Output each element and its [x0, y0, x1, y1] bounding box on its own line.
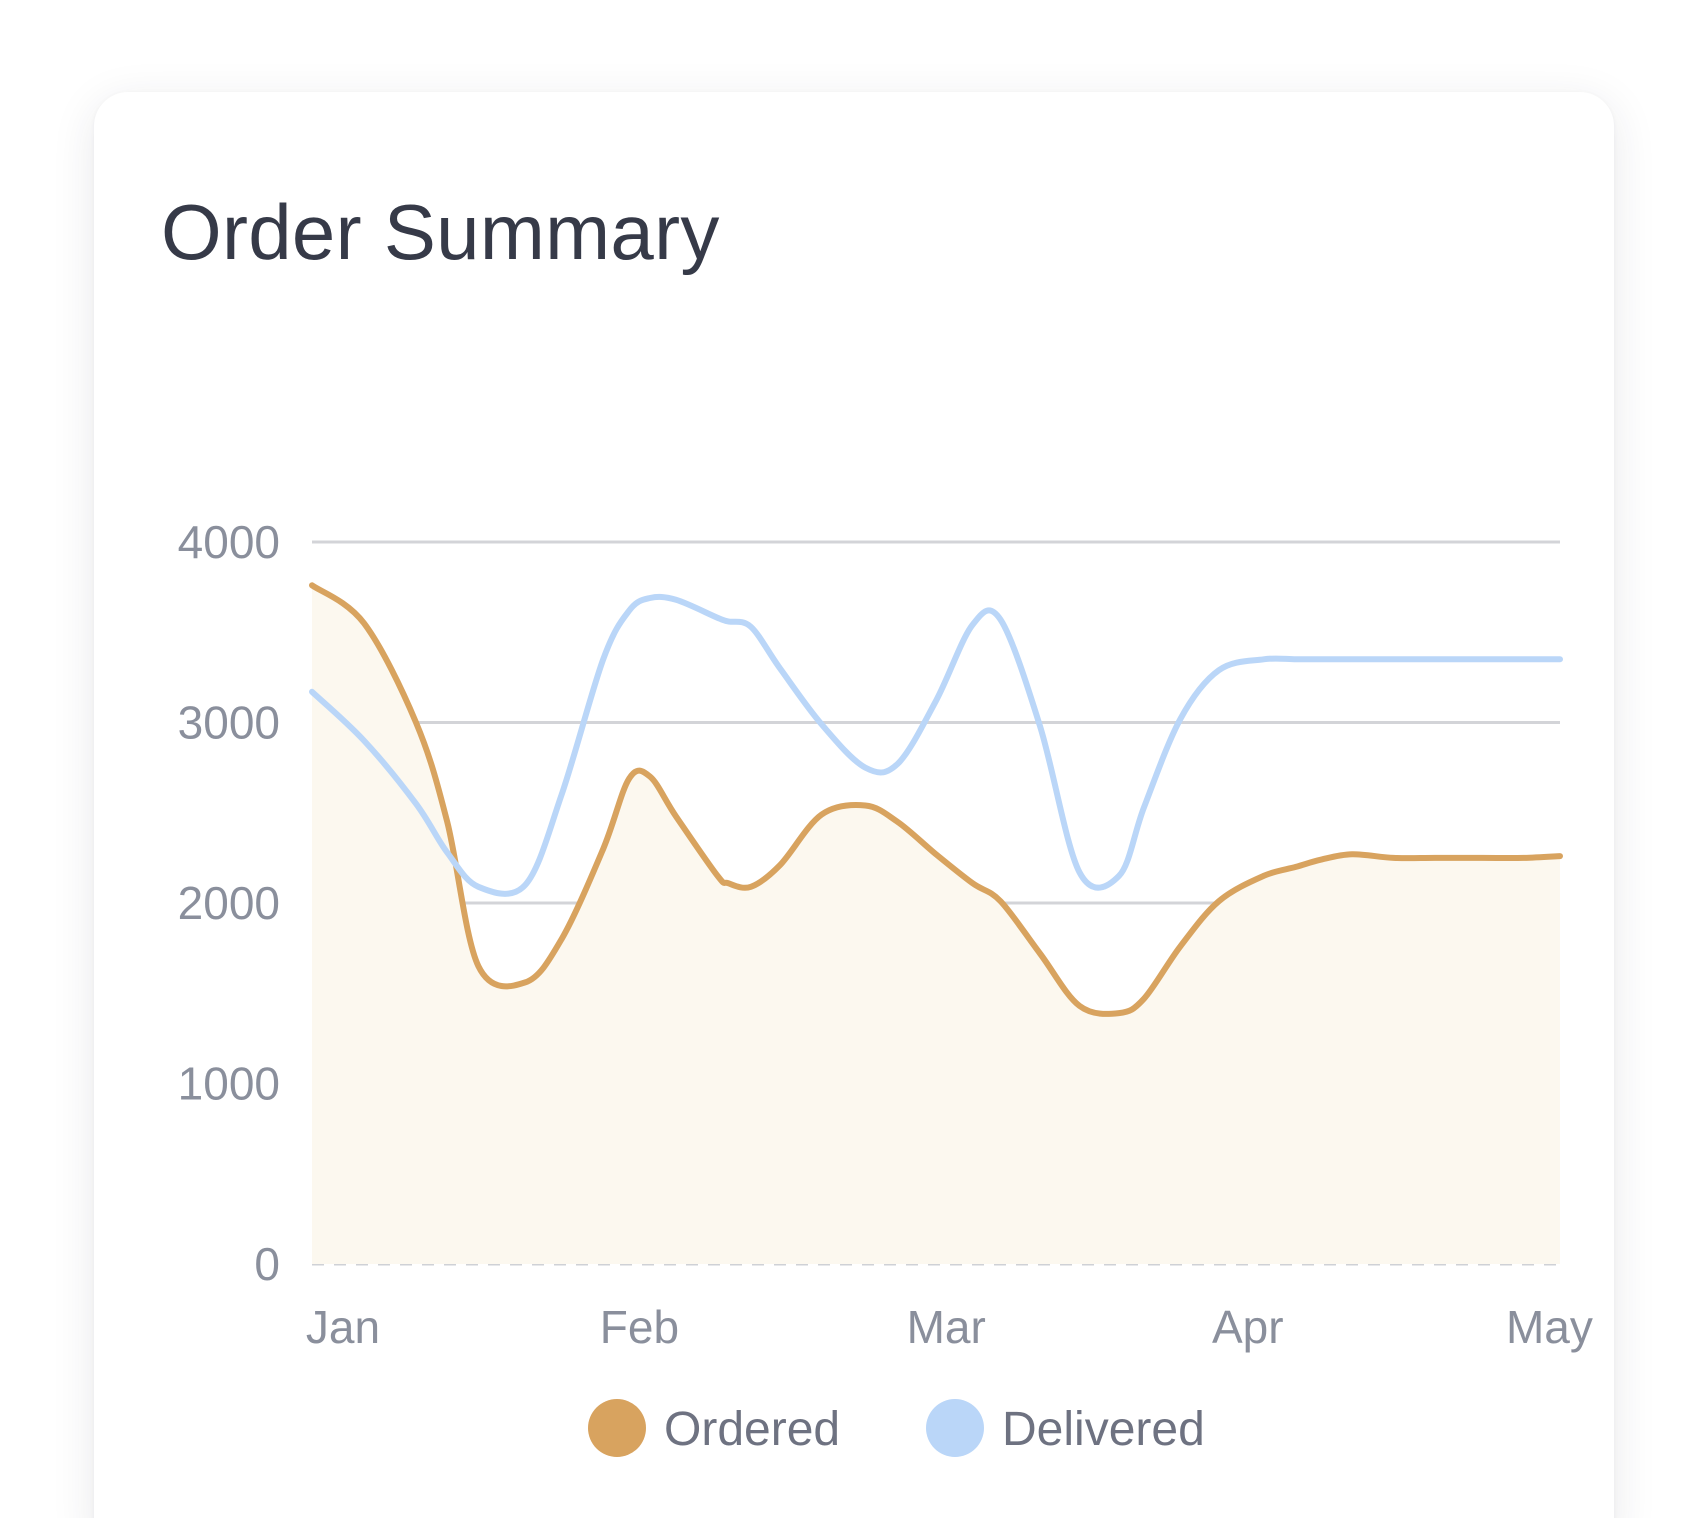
- y-tick-label-2000: 2000: [178, 877, 280, 929]
- x-tick-label-may: May: [1506, 1301, 1593, 1353]
- x-tick-label-feb: Feb: [600, 1301, 679, 1353]
- y-axis-ticks: 0 1000 2000 3000 4000: [178, 516, 280, 1290]
- legend-label-ordered: Ordered: [664, 1403, 840, 1456]
- x-tick-label-apr: Apr: [1212, 1301, 1284, 1353]
- y-tick-label-4000: 4000: [178, 516, 280, 568]
- y-tick-label-1000: 1000: [178, 1058, 280, 1110]
- card-title: Order Summary: [161, 188, 720, 276]
- x-tick-label-mar: Mar: [907, 1301, 986, 1353]
- series-line-delivered: [309, 593, 1563, 897]
- y-tick-label-3000: 3000: [178, 697, 280, 749]
- series-line-ordered: [309, 582, 1563, 1017]
- x-tick-label-jan: Jan: [306, 1301, 380, 1353]
- area-fills: [312, 585, 1560, 1264]
- legend-label-delivered: Delivered: [1002, 1403, 1205, 1456]
- y-tick-label-0: 0: [254, 1238, 280, 1290]
- legend-swatch-delivered: [926, 1399, 984, 1457]
- legend-item-delivered[interactable]: Delivered: [926, 1399, 1205, 1457]
- legend: Ordered Delivered: [588, 1399, 1205, 1457]
- series-lines: [309, 582, 1563, 1017]
- series-area-ordered: [312, 585, 1560, 1264]
- x-axis-ticks: Jan Feb Mar Apr May: [306, 1301, 1593, 1353]
- legend-item-ordered[interactable]: Ordered: [588, 1399, 840, 1457]
- legend-swatch-ordered: [588, 1399, 646, 1457]
